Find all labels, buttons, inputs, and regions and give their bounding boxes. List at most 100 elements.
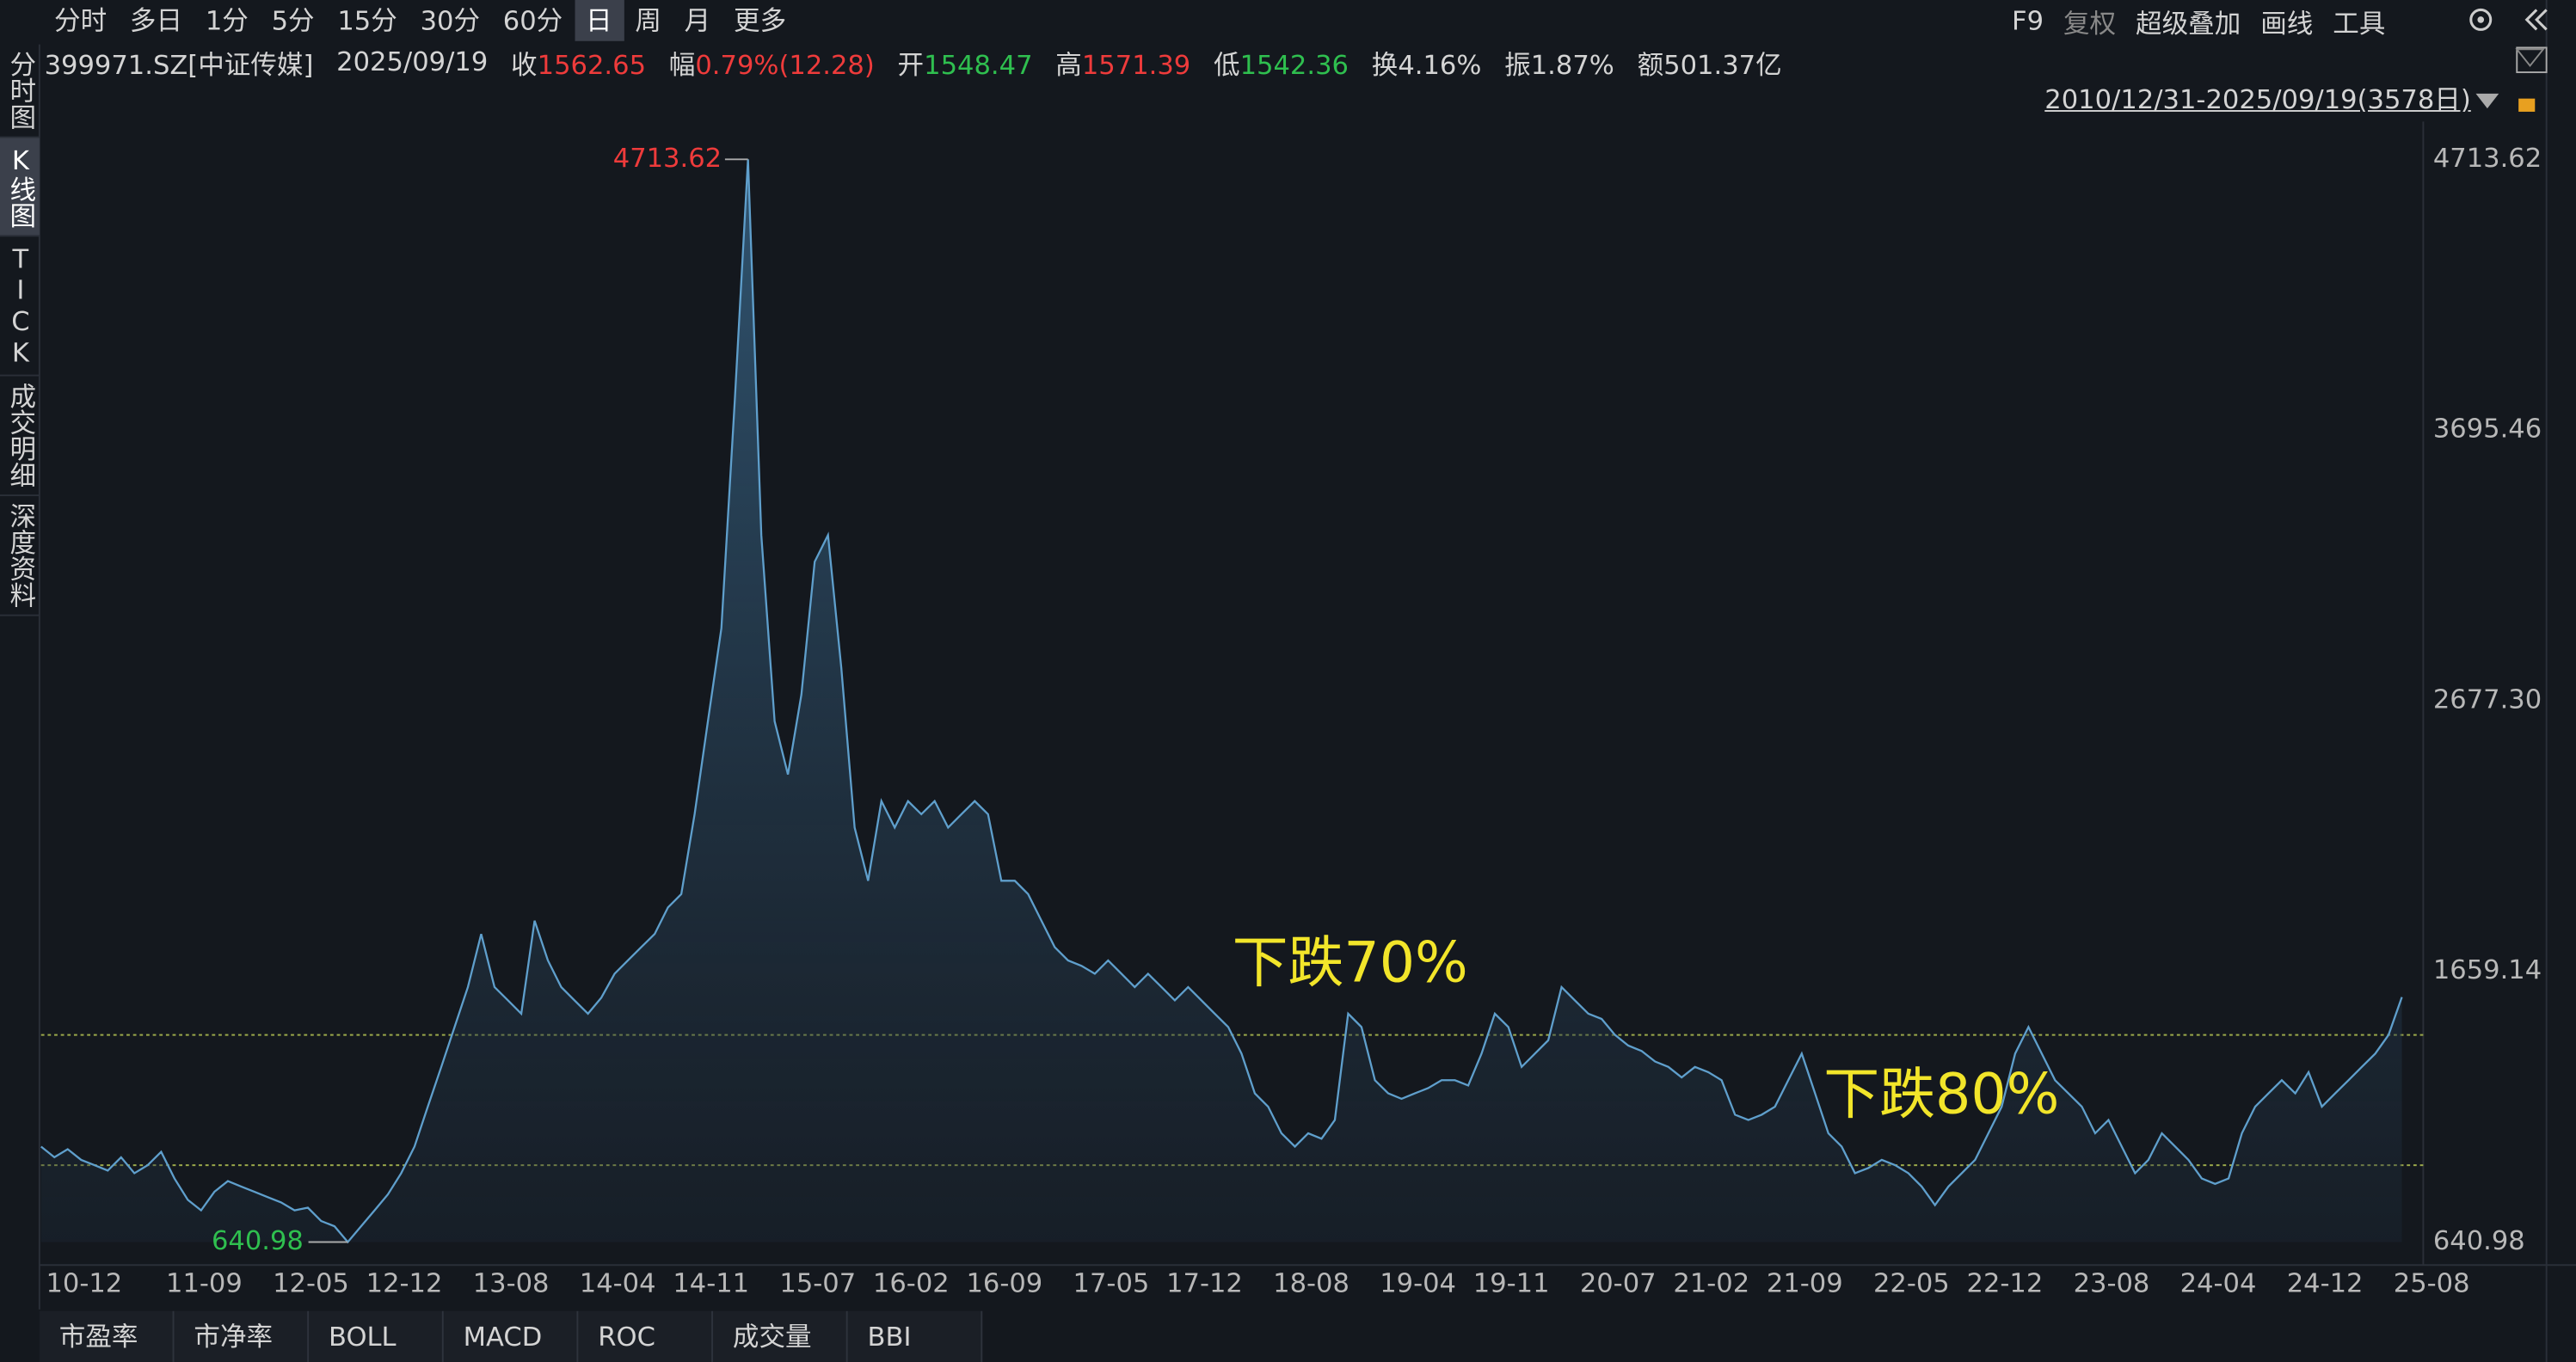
lock-icon[interactable] — [2518, 98, 2536, 112]
quote-value: 1.87% — [1530, 48, 1614, 80]
side-tab[interactable]: K线图 — [0, 138, 40, 237]
quote-item: 开1548.47 — [898, 42, 1033, 82]
quote-label: 幅 — [668, 48, 696, 80]
period-tab[interactable]: 30分 — [420, 4, 481, 37]
quote-value: 1562.65 — [537, 48, 647, 80]
toolbar-right: F9 复权 超级叠加 画线 工具 — [2002, 0, 2395, 41]
side-tab[interactable]: TICK — [0, 236, 40, 377]
period-tab[interactable]: 月 — [684, 4, 711, 37]
tool-button[interactable]: F9 — [2012, 4, 2044, 37]
x-tick-label: 19-04 — [1380, 1269, 1456, 1299]
indicator-tab[interactable]: MACD — [444, 1310, 579, 1362]
price-line — [40, 159, 2403, 1244]
period-tab[interactable]: 多日 — [129, 4, 183, 37]
period-tab[interactable]: 日 — [574, 0, 624, 41]
date-range[interactable]: 2010/12/31-2025/09/19(3578日) — [2044, 83, 2471, 115]
x-tick-label: 25-08 — [2394, 1269, 2470, 1299]
indicator-tab[interactable]: 成交量 — [713, 1310, 848, 1362]
indicator-tab[interactable]: BBI — [848, 1310, 983, 1362]
x-tick-label: 14-04 — [580, 1269, 656, 1299]
period-tab[interactable]: 分时 — [54, 4, 108, 37]
tool-button[interactable]: 超级叠加 — [2136, 7, 2241, 39]
area-fill — [40, 159, 2402, 1242]
period-tabs: 分时 多日 1分 5分 15分 30分 60分日周月更多 — [43, 0, 798, 41]
x-tick-label: 18-08 — [1273, 1269, 1349, 1299]
x-tick-label: 16-09 — [966, 1269, 1042, 1299]
x-tick-label: 14-11 — [673, 1269, 749, 1299]
period-tab[interactable]: 5分 — [271, 4, 315, 37]
quote-value: 1548.47 — [924, 48, 1033, 80]
y-tick-label: 3695.46 — [2433, 414, 2542, 445]
x-tick-label: 21-02 — [1673, 1269, 1749, 1299]
side-tab[interactable]: 深度资料 — [0, 496, 40, 617]
x-tick-label: 22-05 — [1873, 1269, 1950, 1299]
quote-value: 501.37亿 — [1663, 48, 1782, 80]
low-label: 640.98 — [212, 1226, 304, 1256]
dropdown-icon[interactable] — [2515, 48, 2545, 67]
period-tab[interactable]: 60分 — [502, 4, 563, 37]
quote-value: 1571.39 — [1081, 48, 1191, 80]
y-tick-label: 640.98 — [2433, 1226, 2525, 1256]
quote-item: 换4.16% — [1372, 42, 1482, 82]
quote-label: 开 — [897, 48, 925, 80]
quote-item: 额501.37亿 — [1638, 42, 1782, 82]
x-tick-label: 23-08 — [2074, 1269, 2150, 1299]
side-tab[interactable]: 成交明细 — [0, 377, 40, 497]
side-tabs: 分时图 K线图 TICK 成交明细 深度资料 — [0, 45, 40, 617]
x-tick-label: 11-09 — [166, 1269, 243, 1299]
quote-value: 0.79%(12.28) — [695, 48, 875, 80]
period-tab[interactable]: 1分 — [205, 4, 249, 37]
y-tick-label: 2677.30 — [2433, 684, 2542, 715]
y-tick-label: 1659.14 — [2433, 955, 2542, 985]
x-tick-label: 20-07 — [1580, 1269, 1657, 1299]
quote-label: 高 — [1055, 48, 1082, 80]
quote-item: 幅0.79%(12.28) — [669, 42, 875, 82]
date: 2025/09/19 — [336, 46, 489, 77]
indicator-tab[interactable]: ROC — [578, 1310, 713, 1362]
y-tick-label: 4713.62 — [2433, 144, 2542, 174]
quote-item: 高1571.39 — [1055, 42, 1190, 82]
x-tick-label: 10-12 — [46, 1269, 122, 1299]
x-tick-label: 13-08 — [473, 1269, 550, 1299]
indicator-tab[interactable]: BOLL — [309, 1310, 444, 1362]
side-tab[interactable]: 分时图 — [0, 45, 40, 138]
tool-button[interactable]: 工具 — [2333, 7, 2386, 39]
tool-button[interactable]: 画线 — [2260, 7, 2314, 39]
x-tick-label: 16-02 — [873, 1269, 950, 1299]
period-tab[interactable]: 15分 — [337, 4, 397, 37]
x-tick-label: 17-12 — [1166, 1269, 1243, 1299]
x-tick-label: 12-12 — [366, 1269, 443, 1299]
dropdown-icon[interactable] — [2475, 93, 2499, 109]
indicator-tab[interactable]: 市净率 — [174, 1310, 310, 1362]
quote-label: 额 — [1637, 48, 1664, 80]
wp-icon[interactable] — [2516, 46, 2548, 74]
quote-value: 4.16% — [1398, 48, 1482, 80]
quote-label: 低 — [1213, 48, 1240, 80]
period-tab[interactable]: 周 — [635, 4, 661, 37]
x-tick-label: 24-04 — [2180, 1269, 2257, 1299]
indicator-tabs: 市盈率 市净率 BOLL MACD ROC 成交量 BBI — [39, 1310, 983, 1362]
quote-value: 1542.36 — [1239, 48, 1349, 80]
quote-label: 振 — [1504, 48, 1531, 80]
indicator-tab[interactable]: 市盈率 — [40, 1310, 175, 1362]
gear-icon — [2469, 8, 2493, 31]
collapse-icon[interactable] — [2535, 9, 2548, 31]
collapse-icon[interactable] — [2524, 9, 2538, 31]
quote-header: 399971.SZ[中证传媒] 2025/09/19 收1562.65 幅0.79%(… — [45, 41, 1805, 83]
x-tick-label: 17-05 — [1073, 1269, 1150, 1299]
period-tab[interactable]: 更多 — [734, 4, 787, 37]
annotation: 下跌80% — [1823, 1062, 2059, 1126]
symbol: 399971.SZ[中证传媒] — [44, 48, 314, 80]
quote-label: 收 — [511, 48, 538, 80]
x-tick-label: 15-07 — [779, 1269, 856, 1299]
quote-label: 换 — [1371, 48, 1399, 80]
x-tick-label: 12-05 — [273, 1269, 349, 1299]
x-tick-label: 22-12 — [1967, 1269, 2044, 1299]
x-tick-label: 24-12 — [2287, 1269, 2364, 1299]
quote-item: 收1562.65 — [511, 42, 646, 82]
tool-button[interactable]: 复权 — [2063, 7, 2117, 39]
x-tick-label: 21-09 — [1767, 1269, 1843, 1299]
